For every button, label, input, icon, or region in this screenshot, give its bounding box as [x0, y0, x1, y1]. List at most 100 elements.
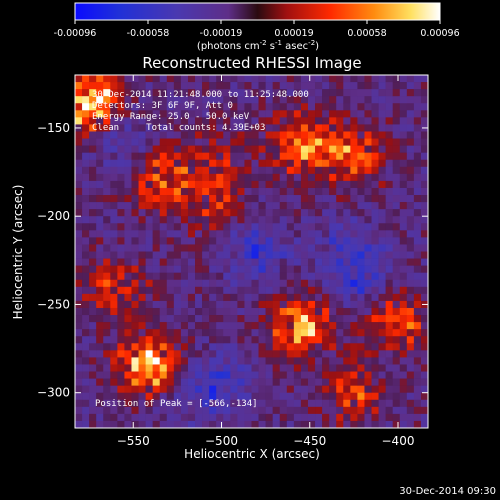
heatmap-cell	[138, 195, 146, 203]
heatmap-cell	[180, 315, 189, 323]
heatmap-cell	[364, 124, 372, 132]
heatmap-cell	[180, 258, 189, 266]
heatmap-cell	[364, 329, 372, 337]
heatmap-cell	[110, 385, 118, 393]
heatmap-cell	[131, 336, 139, 344]
heatmap-cell	[413, 272, 422, 281]
heatmap-cell	[216, 272, 224, 281]
heatmap-cell	[413, 385, 422, 393]
heatmap-cell	[315, 315, 323, 323]
heatmap-cell	[209, 96, 217, 104]
heatmap-cell	[392, 279, 401, 288]
heatmap-cell	[230, 336, 238, 344]
heatmap-cell	[385, 378, 393, 386]
heatmap-cell	[166, 293, 175, 302]
heatmap-cell	[286, 392, 295, 401]
heatmap-cell	[166, 145, 175, 153]
heatmap-cell	[307, 315, 316, 323]
heatmap-cell	[307, 131, 316, 139]
heatmap-cell	[399, 378, 408, 386]
heatmap-cell	[223, 329, 231, 337]
heatmap-cell	[180, 378, 189, 386]
heatmap-cell	[110, 103, 118, 111]
heatmap-cell	[307, 293, 316, 302]
heatmap-cell	[385, 279, 393, 288]
heatmap-cell	[272, 413, 281, 422]
heatmap-cell	[216, 209, 224, 217]
heatmap-cell	[131, 392, 139, 401]
heatmap-cell	[258, 307, 266, 316]
heatmap-cell	[364, 258, 372, 266]
heatmap-cell	[195, 173, 203, 182]
heatmap-cell	[166, 131, 175, 139]
heatmap-cell	[399, 180, 408, 189]
heatmap-cell	[286, 244, 295, 252]
heatmap-cell	[237, 166, 245, 175]
heatmap-cell	[350, 131, 358, 139]
heatmap-cell	[96, 166, 104, 175]
heatmap-cell	[152, 244, 161, 252]
heatmap-cell	[110, 364, 118, 372]
heatmap-cell	[89, 329, 97, 337]
heatmap-cell	[329, 329, 337, 337]
heatmap-cell	[145, 244, 153, 252]
heatmap-cell	[293, 145, 302, 153]
heatmap-cell	[82, 103, 90, 111]
heatmap-cell	[371, 237, 379, 245]
colorbar-tick-label: 0.00058	[347, 28, 386, 39]
heatmap-cell	[159, 237, 168, 245]
heatmap-cell	[166, 237, 175, 245]
heatmap-cell	[89, 209, 97, 217]
heatmap-cell	[343, 322, 351, 330]
heatmap-cell	[399, 364, 408, 372]
heatmap-cell	[96, 173, 104, 182]
heatmap-cell	[110, 350, 118, 358]
heatmap-cell	[180, 230, 189, 238]
heatmap-cell	[131, 131, 139, 139]
heatmap-cell	[322, 413, 330, 422]
heatmap-cell	[420, 180, 428, 189]
heatmap-cell	[300, 399, 309, 408]
heatmap-cell	[343, 279, 351, 288]
heatmap-cell	[399, 406, 408, 415]
heatmap-cell	[103, 357, 111, 365]
heatmap-cell	[145, 166, 153, 175]
heatmap-cell	[82, 138, 90, 146]
heatmap-cell	[166, 406, 175, 415]
heatmap-cell	[251, 293, 259, 302]
heatmap-cell	[300, 82, 309, 90]
heatmap-cell	[89, 124, 97, 132]
heatmap-cell	[166, 202, 175, 210]
heatmap-cell	[145, 378, 153, 386]
heatmap-cell	[209, 336, 217, 344]
heatmap-cell	[343, 336, 351, 344]
heatmap-cell	[145, 180, 153, 189]
heatmap-cell	[357, 413, 365, 422]
heatmap-cell	[251, 180, 259, 189]
heatmap-cell	[300, 230, 309, 238]
heatmap-cell	[223, 96, 231, 104]
heatmap-cell	[195, 279, 203, 288]
heatmap-cell	[399, 110, 408, 118]
heatmap-cell	[110, 89, 118, 97]
heatmap-cell	[322, 343, 330, 351]
heatmap-cell	[103, 385, 111, 393]
heatmap-cell	[244, 300, 252, 309]
heatmap-cell	[216, 195, 224, 203]
heatmap-cell	[293, 343, 302, 351]
heatmap-cell	[124, 110, 132, 118]
heatmap-cell	[89, 371, 97, 379]
heatmap-cell	[343, 350, 351, 358]
heatmap-cell	[187, 322, 196, 330]
heatmap-cell	[265, 195, 273, 203]
heatmap-cell	[378, 293, 386, 302]
heatmap-cell	[343, 357, 351, 365]
heatmap-cell	[145, 216, 153, 224]
heatmap-cell	[265, 350, 273, 358]
heatmap-cell	[159, 138, 168, 146]
heatmap-cell	[138, 180, 146, 189]
heatmap-cell	[286, 131, 295, 139]
heatmap-cell	[406, 329, 415, 337]
heatmap-cell	[399, 117, 408, 125]
